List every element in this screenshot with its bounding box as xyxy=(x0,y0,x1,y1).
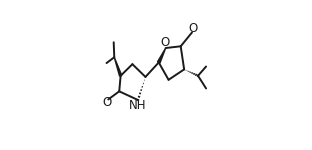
Text: O: O xyxy=(188,22,197,35)
Text: NH: NH xyxy=(129,99,146,112)
Polygon shape xyxy=(114,57,122,76)
Text: O: O xyxy=(160,36,169,49)
Text: O: O xyxy=(102,96,111,109)
Polygon shape xyxy=(158,48,166,63)
